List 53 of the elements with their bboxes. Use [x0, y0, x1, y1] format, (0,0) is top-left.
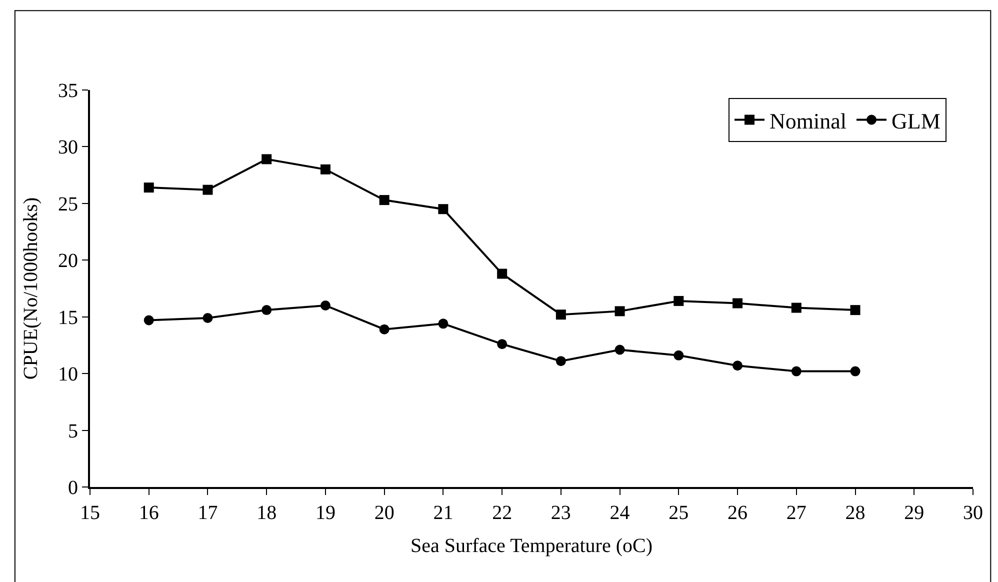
- x-tick-label: 22: [492, 502, 512, 524]
- x-tick-label: 24: [610, 502, 630, 524]
- point: [791, 302, 802, 313]
- point: [379, 195, 390, 206]
- point: [202, 312, 213, 323]
- point: [379, 324, 390, 334]
- x-tick-label: 25: [668, 502, 689, 524]
- y-tick-label: 25: [58, 193, 78, 216]
- point: [144, 182, 154, 193]
- point: [497, 339, 508, 350]
- point: [674, 296, 684, 306]
- point: [438, 318, 448, 329]
- point: [556, 310, 566, 320]
- point: [614, 344, 625, 355]
- x-tick-label: 20: [374, 502, 394, 524]
- point: [320, 164, 330, 174]
- x-tick-label: 21: [433, 502, 454, 524]
- point: [262, 305, 272, 316]
- x-tick-label: 23: [550, 502, 571, 524]
- point: [850, 366, 860, 376]
- point: [497, 268, 508, 279]
- y-tick-label: 15: [58, 306, 78, 329]
- point: [202, 184, 213, 195]
- x-tick-label: 26: [728, 502, 748, 524]
- point: [438, 204, 448, 214]
- x-axis-title: Sea Surface Temperature (oC): [410, 535, 653, 557]
- y-axis-title: CPUE(No/1000hooks): [20, 197, 42, 380]
- y-tick-label: 10: [58, 364, 78, 386]
- y-tick-label: 30: [58, 136, 78, 159]
- y-tick-label: 35: [58, 80, 78, 102]
- y-tick-label: 20: [58, 250, 78, 272]
- y-tick-label: 5: [68, 420, 78, 442]
- legend-label: Nominal: [770, 108, 847, 134]
- x-tick-label: 29: [904, 502, 924, 524]
- y-tick-label: 0: [68, 477, 78, 499]
- x-tick-label: 19: [315, 502, 336, 524]
- point: [791, 366, 802, 376]
- x-tick-label: 28: [845, 502, 866, 524]
- point: [732, 298, 743, 308]
- x-tick-label: 16: [138, 502, 159, 524]
- legend-label: GLM: [892, 108, 940, 134]
- point: [262, 154, 272, 164]
- point: [850, 305, 860, 316]
- x-tick-label: 30: [963, 502, 983, 524]
- x-tick-label: 27: [786, 502, 806, 524]
- point: [556, 356, 566, 366]
- point: [732, 360, 743, 371]
- point: [614, 306, 625, 316]
- point: [674, 350, 684, 360]
- x-tick-label: 17: [198, 502, 218, 524]
- x-tick-label: 18: [256, 502, 277, 524]
- point: [320, 300, 330, 311]
- point: [144, 315, 154, 326]
